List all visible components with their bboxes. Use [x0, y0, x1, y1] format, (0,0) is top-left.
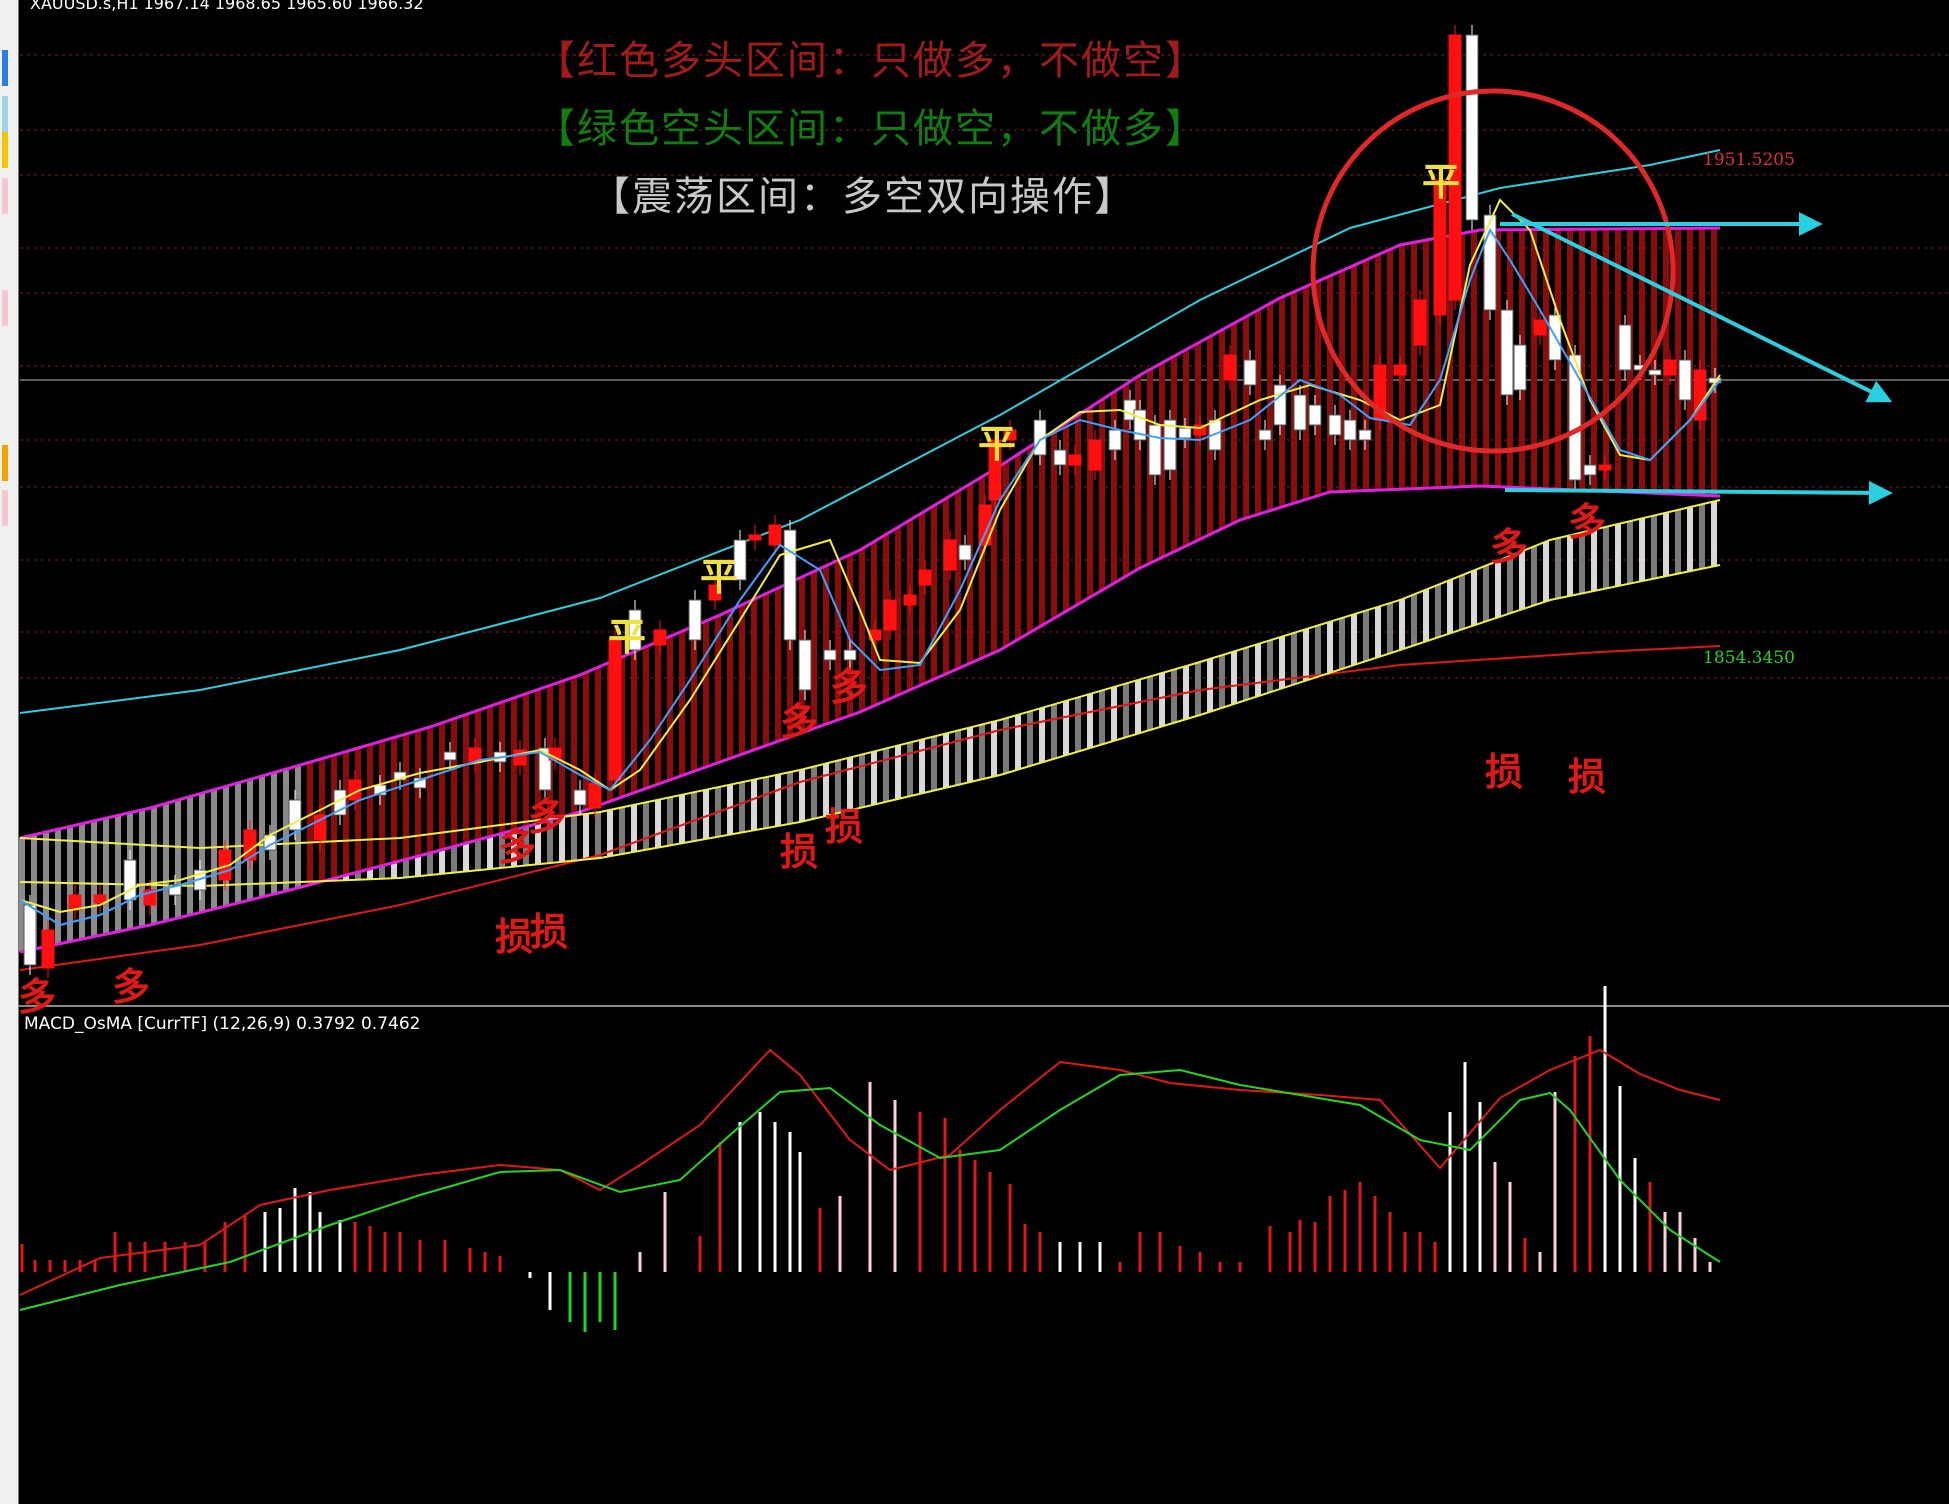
bear-zone-banner: 【绿色空头区间：只做空，不做多】 — [535, 106, 1207, 152]
signal-mark: 平 — [700, 555, 738, 599]
toolbar-swatch[interactable] — [2, 445, 8, 481]
signal-mark: 损 — [780, 830, 818, 874]
signal-mark: 平 — [978, 422, 1016, 466]
magenta-lower-band — [19, 484, 1721, 954]
toolbar-swatch[interactable] — [2, 490, 8, 526]
bull-zone-banner: 【红色多头区间：只做多，不做空】 — [535, 38, 1207, 84]
macd-green-line — [19, 1068, 1721, 1311]
highlight-annotations — [1310, 88, 1893, 505]
macd-indicator-title: MACD_OsMA [CurrTF] (12,26,9) 0.3792 0.74… — [24, 1014, 421, 1034]
yellow-ribbon-bottom — [19, 564, 1721, 888]
cyan-upper-band — [19, 149, 1721, 714]
signal-mark: 多 — [1490, 525, 1528, 569]
magenta-upper-band — [19, 226, 1721, 840]
toolbar-swatch[interactable] — [2, 290, 8, 326]
toolbar-swatch[interactable] — [2, 96, 8, 132]
macd-red-line — [19, 1048, 1721, 1296]
signal-mark: 多 — [18, 975, 56, 1019]
signal-mark: 多 — [780, 700, 818, 744]
price-candles — [23, 25, 1722, 978]
chart-symbol-header: XAUUSD.s,H1 1967.14 1968.65 1965.60 1966… — [30, 0, 424, 13]
upper-price-label: 1951.5205 — [1703, 150, 1795, 170]
signal-mark: 平 — [1422, 160, 1460, 204]
signal-mark: 多 — [528, 795, 566, 839]
left-toolbar — [0, 0, 19, 1504]
signal-mark: 多 — [498, 825, 536, 869]
blue-fast-ma — [19, 227, 1721, 927]
toolbar-swatch[interactable] — [2, 178, 8, 214]
signal-mark: 损 — [1568, 755, 1606, 799]
signal-mark: 多 — [830, 665, 868, 709]
signal-mark: 多 — [112, 965, 150, 1009]
yellow-ribbon-top — [19, 499, 1721, 850]
lower-price-label: 1854.3450 — [1703, 648, 1795, 668]
macd-histogram — [20, 986, 1712, 1332]
signal-mark: 损 — [530, 910, 568, 954]
signal-marks: 多多多多多多多多损损损损损 损平平平平 — [18, 160, 1606, 1019]
red-moving-average — [19, 645, 1721, 971]
signal-mark: 损 — [825, 805, 863, 849]
signal-mark: 损 — [495, 915, 533, 959]
signal-mark: 平 — [608, 615, 646, 659]
toolbar-swatch[interactable] — [2, 50, 8, 86]
toolbar-swatch[interactable] — [2, 132, 8, 168]
signal-mark: 多 — [1568, 500, 1606, 544]
signal-mark: 损 — [1485, 750, 1523, 794]
range-zone-banner: 【震荡区间：多空双向操作】 — [590, 174, 1136, 220]
